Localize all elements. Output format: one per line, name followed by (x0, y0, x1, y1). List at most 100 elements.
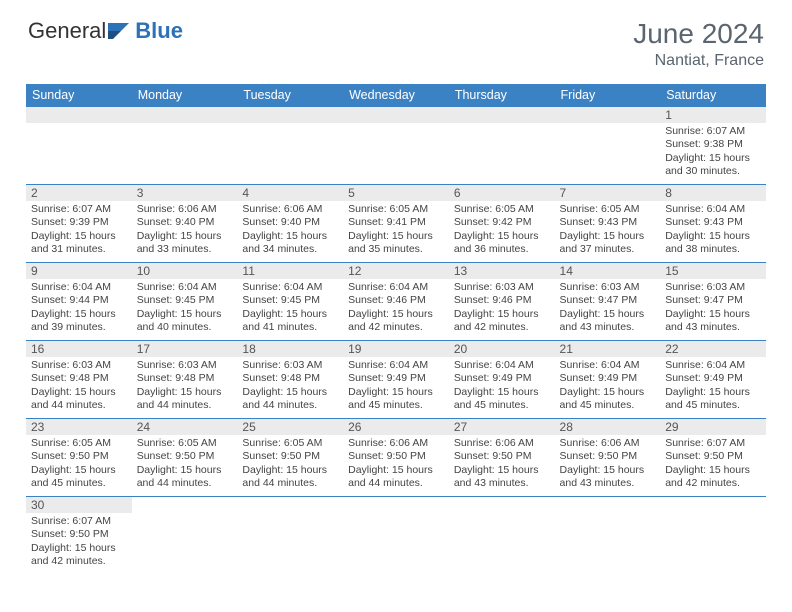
day-details: Sunrise: 6:04 AMSunset: 9:44 PMDaylight:… (30, 281, 128, 335)
day-details: Sunrise: 6:04 AMSunset: 9:49 PMDaylight:… (559, 359, 657, 413)
calendar-empty-cell (449, 497, 555, 575)
calendar-day-cell: 28 Sunrise: 6:06 AMSunset: 9:50 PMDayligh… (555, 419, 661, 497)
calendar-day-cell: 9 Sunrise: 6:04 AMSunset: 9:44 PMDaylight… (26, 263, 132, 341)
day-details: Sunrise: 6:07 AMSunset: 9:50 PMDaylight:… (664, 437, 762, 491)
calendar-day-cell: 6Sunrise: 6:05 AMSunset: 9:42 PMDaylight… (449, 185, 555, 263)
day-number: 29 (660, 419, 766, 435)
day-number: 19 (343, 341, 449, 357)
day-details: Sunrise: 6:05 AMSunset: 9:50 PMDaylight:… (136, 437, 234, 491)
calendar-week-row: 2 Sunrise: 6:07 AMSunset: 9:39 PMDaylight… (26, 185, 766, 263)
day-details: Sunrise: 6:06 AMSunset: 9:50 PMDaylight:… (453, 437, 551, 491)
day-number: 28 (555, 419, 661, 435)
calendar-day-cell: 4 Sunrise: 6:06 AMSunset: 9:40 PMDaylight… (237, 185, 343, 263)
day-details: Sunrise: 6:05 AMSunset: 9:50 PMDaylight:… (241, 437, 339, 491)
calendar-day-cell: 12Sunrise: 6:04 AMSunset: 9:46 PMDayligh… (343, 263, 449, 341)
calendar-day-cell: 24 Sunrise: 6:05 AMSunset: 9:50 PMDayligh… (132, 419, 238, 497)
weekday-header: Thursday (449, 84, 555, 107)
calendar-week-row: 23Sunrise: 6:05 AMSunset: 9:50 PMDayligh… (26, 419, 766, 497)
day-details: Sunrise: 6:06 AMSunset: 9:50 PMDaylight:… (559, 437, 657, 491)
day-details: Sunrise: 6:07 AMSunset: 9:39 PMDaylight:… (30, 203, 128, 257)
calendar-day-cell: 3 Sunrise: 6:06 AMSunset: 9:40 PMDaylight… (132, 185, 238, 263)
weekday-header: Saturday (660, 84, 766, 107)
calendar-week-row: 16Sunrise: 6:03 AMSunset: 9:48 PMDayligh… (26, 341, 766, 419)
calendar-day-cell: 8 Sunrise: 6:04 AMSunset: 9:43 PMDaylight… (660, 185, 766, 263)
calendar-empty-cell (132, 497, 238, 575)
calendar-day-cell: 22Sunrise: 6:04 AMSunset: 9:49 PMDayligh… (660, 341, 766, 419)
empty-day-number (343, 107, 449, 123)
calendar-day-cell: 20Sunrise: 6:04 AMSunset: 9:49 PMDayligh… (449, 341, 555, 419)
day-number: 13 (449, 263, 555, 279)
calendar-day-cell: 30 Sunrise: 6:07 AMSunset: 9:50 PMDayligh… (26, 497, 132, 575)
day-details: Sunrise: 6:06 AMSunset: 9:40 PMDaylight:… (241, 203, 339, 257)
weekday-header: Tuesday (237, 84, 343, 107)
weekday-header-row: SundayMondayTuesdayWednesdayThursdayFrid… (26, 84, 766, 107)
day-number: 14 (555, 263, 661, 279)
calendar-week-row: 9 Sunrise: 6:04 AMSunset: 9:44 PMDaylight… (26, 263, 766, 341)
day-number: 4 (237, 185, 343, 201)
calendar-empty-cell (132, 107, 238, 185)
day-number: 27 (449, 419, 555, 435)
day-number: 17 (132, 341, 238, 357)
empty-day-number (237, 107, 343, 123)
calendar-day-cell: 10 Sunrise: 6:04 AMSunset: 9:45 PMDayligh… (132, 263, 238, 341)
day-details: Sunrise: 6:04 AMSunset: 9:46 PMDaylight:… (347, 281, 445, 335)
calendar-empty-cell (555, 497, 661, 575)
day-number: 10 (132, 263, 238, 279)
empty-day-number (449, 107, 555, 123)
day-details: Sunrise: 6:03 AMSunset: 9:48 PMDaylight:… (136, 359, 234, 413)
calendar-day-cell: 23Sunrise: 6:05 AMSunset: 9:50 PMDayligh… (26, 419, 132, 497)
day-number: 26 (343, 419, 449, 435)
day-details: Sunrise: 6:04 AMSunset: 9:43 PMDaylight:… (664, 203, 762, 257)
day-details: Sunrise: 6:04 AMSunset: 9:45 PMDaylight:… (241, 281, 339, 335)
day-details: Sunrise: 6:07 AMSunset: 9:38 PMDaylight:… (664, 125, 762, 179)
day-number: 16 (26, 341, 132, 357)
day-number: 6 (449, 185, 555, 201)
weekday-header: Monday (132, 84, 238, 107)
day-details: Sunrise: 6:03 AMSunset: 9:48 PMDaylight:… (241, 359, 339, 413)
day-number: 24 (132, 419, 238, 435)
day-number: 3 (132, 185, 238, 201)
brand-part2: Blue (135, 18, 183, 44)
calendar-day-cell: 27 Sunrise: 6:06 AMSunset: 9:50 PMDayligh… (449, 419, 555, 497)
day-number: 9 (26, 263, 132, 279)
day-details: Sunrise: 6:06 AMSunset: 9:40 PMDaylight:… (136, 203, 234, 257)
day-details: Sunrise: 6:07 AMSunset: 9:50 PMDaylight:… (30, 515, 128, 569)
calendar-day-cell: 1Sunrise: 6:07 AMSunset: 9:38 PMDaylight… (660, 107, 766, 185)
day-details: Sunrise: 6:06 AMSunset: 9:50 PMDaylight:… (347, 437, 445, 491)
calendar-week-row: 30 Sunrise: 6:07 AMSunset: 9:50 PMDayligh… (26, 497, 766, 575)
calendar-empty-cell (237, 497, 343, 575)
day-number: 23 (26, 419, 132, 435)
weekday-header: Friday (555, 84, 661, 107)
day-number: 30 (26, 497, 132, 513)
day-details: Sunrise: 6:03 AMSunset: 9:47 PMDaylight:… (664, 281, 762, 335)
calendar-day-cell: 14Sunrise: 6:03 AMSunset: 9:47 PMDayligh… (555, 263, 661, 341)
day-number: 25 (237, 419, 343, 435)
calendar-empty-cell (343, 107, 449, 185)
calendar-day-cell: 29 Sunrise: 6:07 AMSunset: 9:50 PMDayligh… (660, 419, 766, 497)
day-details: Sunrise: 6:03 AMSunset: 9:48 PMDaylight:… (30, 359, 128, 413)
calendar-table: SundayMondayTuesdayWednesdayThursdayFrid… (26, 84, 766, 575)
brand-part1: General (28, 18, 106, 44)
empty-day-number (26, 107, 132, 123)
calendar-day-cell: 5 Sunrise: 6:05 AMSunset: 9:41 PMDaylight… (343, 185, 449, 263)
weekday-header: Wednesday (343, 84, 449, 107)
calendar-empty-cell (660, 497, 766, 575)
day-details: Sunrise: 6:04 AMSunset: 9:45 PMDaylight:… (136, 281, 234, 335)
calendar-empty-cell (343, 497, 449, 575)
day-details: Sunrise: 6:04 AMSunset: 9:49 PMDaylight:… (453, 359, 551, 413)
day-number: 5 (343, 185, 449, 201)
day-details: Sunrise: 6:05 AMSunset: 9:41 PMDaylight:… (347, 203, 445, 257)
calendar-empty-cell (555, 107, 661, 185)
calendar-day-cell: 2 Sunrise: 6:07 AMSunset: 9:39 PMDaylight… (26, 185, 132, 263)
month-title: June 2024 (633, 18, 764, 50)
calendar-day-cell: 16 Sunrise: 6:03 AMSunset: 9:48 PMDayligh… (26, 341, 132, 419)
day-number: 2 (26, 185, 132, 201)
day-number: 7 (555, 185, 661, 201)
day-number: 18 (237, 341, 343, 357)
calendar-day-cell: 21 Sunrise: 6:04 AMSunset: 9:49 PMDayligh… (555, 341, 661, 419)
day-number: 8 (660, 185, 766, 201)
day-number: 22 (660, 341, 766, 357)
day-number: 21 (555, 341, 661, 357)
location-label: Nantiat, France (633, 52, 764, 70)
brand-logo: General Blue (28, 18, 183, 44)
